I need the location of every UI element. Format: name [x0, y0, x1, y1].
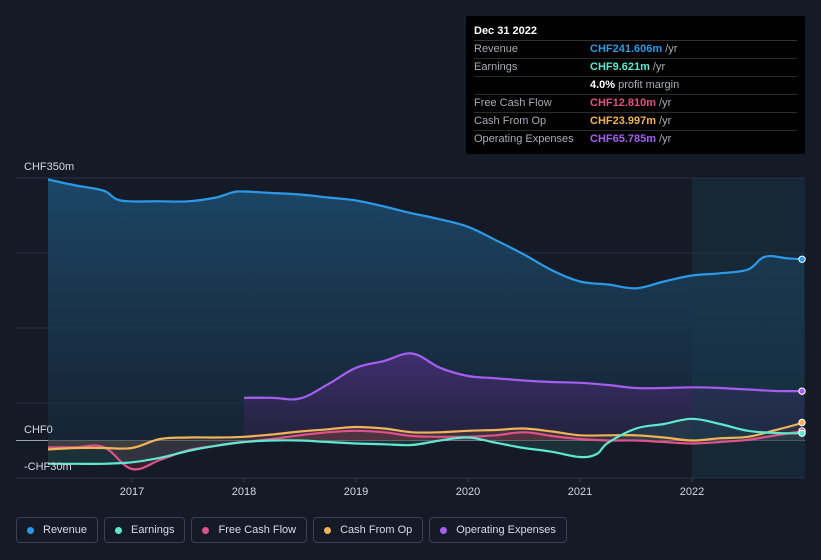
operating-expenses-endpoint — [798, 387, 806, 395]
series-lines — [47, 178, 805, 471]
tooltip-row: Free Cash Flow CHF12.810m/yr — [474, 95, 797, 113]
tooltip-row-label: Revenue — [474, 43, 519, 55]
tooltip-row: Earnings CHF9.621m/yr — [474, 59, 797, 77]
tooltip-row-value: CHF65.785m/yr — [590, 133, 672, 145]
tooltip-row-label: Earnings — [474, 61, 518, 73]
legend-label: Revenue — [43, 524, 88, 536]
series-areas — [48, 179, 804, 470]
legend-item-free-cash-flow[interactable]: Free Cash Flow — [191, 517, 308, 543]
x-axis: 2017 2018 2019 2020 2021 2022 — [120, 478, 704, 498]
revenue-line — [47, 178, 805, 290]
revenue-endpoint — [798, 255, 806, 263]
tooltip-row-value: CHF23.997m/yr — [590, 115, 672, 127]
free-cash-flow-area — [48, 430, 804, 470]
tooltip-row: Operating Expenses CHF65.785m/yr — [474, 131, 797, 148]
cash-from-op-endpoint — [798, 418, 806, 427]
tooltip-row-value: CHF241.606m/yr — [590, 43, 678, 55]
x-tick-label: 2018 — [232, 486, 256, 498]
legend-dot-icon — [115, 526, 123, 534]
tooltip-row-label: Free Cash Flow — [474, 97, 552, 109]
legend-label: Free Cash Flow — [218, 524, 297, 536]
legend: Revenue Earnings Free Cash Flow Cash From O… — [16, 517, 567, 545]
earnings-line — [47, 417, 805, 465]
y-tick-label: -CHF30m — [24, 461, 72, 473]
tooltip-date: Dec 31 2022 — [474, 24, 797, 41]
cash-from-op-line — [47, 421, 805, 451]
tooltip-row-label: Operating Expenses — [474, 133, 574, 145]
tooltip-row: 4.0% profit margin — [474, 77, 797, 95]
x-tick-label: 2020 — [456, 486, 480, 498]
legend-item-operating-expenses[interactable]: Operating Expenses — [429, 517, 567, 543]
x-tick-label: 2021 — [568, 486, 592, 498]
earnings-area — [48, 418, 804, 464]
revenue-area — [48, 179, 804, 441]
legend-dot-icon — [202, 526, 210, 534]
legend-item-revenue[interactable]: Revenue — [16, 517, 99, 543]
legend-dot-icon — [324, 526, 332, 534]
x-tick-label: 2017 — [120, 486, 144, 498]
legend-label: Earnings — [131, 524, 175, 536]
tooltip-row-value: 4.0% profit margin — [590, 79, 680, 91]
x-tick-label: 2022 — [680, 486, 704, 498]
operating-expenses-line — [243, 352, 805, 401]
tooltip-row-label: Cash From Op — [474, 115, 547, 127]
tooltip-row-value: CHF9.621m/yr — [590, 61, 666, 73]
tooltip-panel: Dec 31 2022 Revenue CHF241.606m/yr Earning… — [466, 16, 805, 154]
legend-item-earnings[interactable]: Earnings — [104, 517, 186, 543]
operating-expenses-area — [244, 353, 804, 441]
y-tick-label: CHF350m — [24, 161, 74, 173]
y-axis: CHF350m CHF0 -CHF30m — [24, 161, 74, 473]
tooltip-row: Revenue CHF241.606m/yr — [474, 41, 797, 59]
y-tick-label: CHF0 — [24, 424, 53, 436]
tooltip-row: Cash From Op CHF23.997m/yr — [474, 113, 797, 131]
legend-item-cash-from-op[interactable]: Cash From Op — [313, 517, 424, 543]
series-endpoints — [798, 255, 806, 437]
legend-label: Operating Expenses — [456, 524, 556, 536]
tooltip-row-value: CHF12.810m/yr — [590, 97, 672, 109]
legend-label: Cash From Op — [340, 524, 413, 536]
legend-dot-icon — [440, 526, 448, 534]
x-tick-label: 2019 — [344, 486, 368, 498]
legend-dot-icon — [27, 526, 34, 534]
tooltip-row-label — [474, 77, 590, 94]
earnings-endpoint — [798, 429, 806, 437]
